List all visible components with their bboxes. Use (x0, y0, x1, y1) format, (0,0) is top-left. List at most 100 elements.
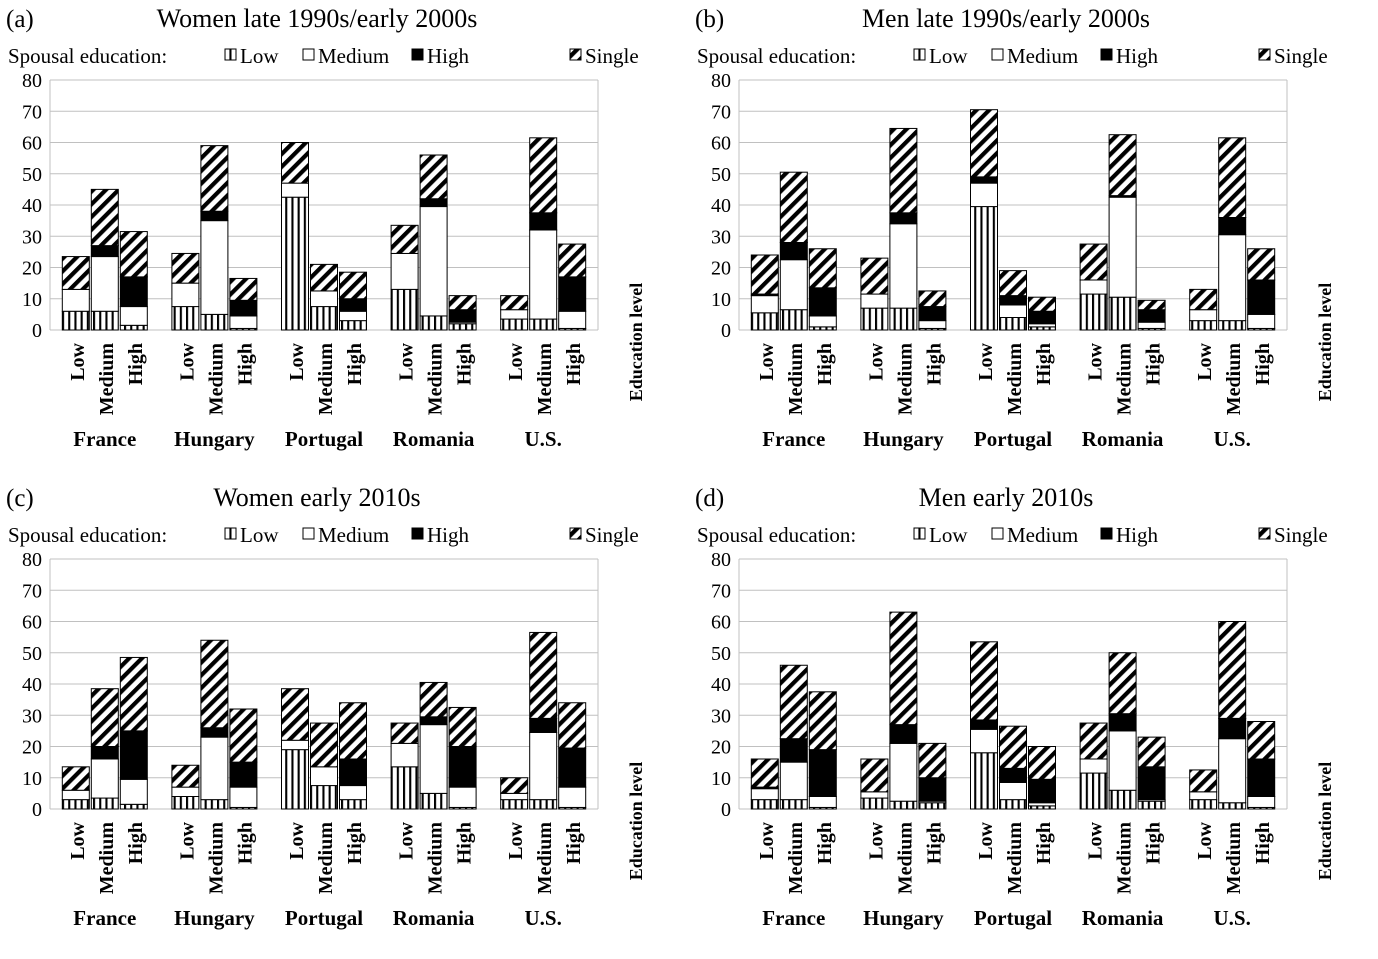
chart-title: Men early 2010s (919, 483, 1094, 512)
legend-label-low: Low (929, 44, 968, 68)
education-level-label: High (1252, 343, 1274, 385)
bar-segment-high (1108, 713, 1137, 732)
country-label: U.S. (525, 906, 562, 930)
bar-segment-high (1218, 717, 1247, 740)
y-tick-label: 50 (711, 164, 731, 186)
panel-letter: (a) (6, 6, 34, 33)
bar-segment-medium (119, 306, 148, 326)
bar-segment-single (390, 224, 419, 254)
country-label: Romania (393, 906, 475, 930)
bar-segment-high (558, 276, 587, 312)
legend-label-high: High (427, 523, 470, 547)
bar-segment-single (970, 109, 998, 178)
country-label: Portugal (974, 427, 1052, 451)
education-level-label: Low (286, 342, 308, 380)
bar-segment-medium (119, 778, 148, 805)
country-label: Hungary (174, 906, 255, 930)
legend-label-medium: Medium (1007, 523, 1078, 547)
bar-segment-medium (500, 792, 529, 801)
bar-segment-high (1218, 217, 1247, 236)
chart-title: Men late 1990s/early 2000s (862, 4, 1150, 33)
legend-swatch-single (569, 48, 582, 61)
education-level-label: High (234, 822, 256, 864)
legend-label-medium: Medium (318, 523, 389, 547)
bar-segment-low (171, 306, 200, 331)
y-axis: 0 10 20 30 40 50 60 70 80 (22, 70, 599, 342)
country-label: Romania (1082, 427, 1164, 451)
bar-segment-single (558, 702, 587, 749)
bar-segment-single (529, 631, 558, 719)
bar-segment-medium (90, 758, 119, 799)
y-tick-label: 10 (711, 289, 731, 311)
bar-segment-medium (281, 182, 309, 198)
bar-segment-medium (529, 229, 558, 320)
y-tick-label: 30 (22, 226, 42, 248)
education-level-label: High (563, 822, 585, 864)
legend-label-high: High (1116, 523, 1159, 547)
y-tick-label: 80 (22, 70, 42, 92)
y-tick-label: 60 (22, 612, 42, 634)
bar-segment-single (200, 639, 229, 729)
bar-segment-low (281, 196, 309, 331)
bar-segment-medium (918, 320, 947, 329)
bar-segment-high (779, 242, 808, 261)
y-tick-label: 70 (22, 101, 42, 123)
bar-segment-high (119, 730, 148, 780)
education-level-label: Low (505, 342, 527, 380)
bar-segment-low (419, 315, 448, 331)
bar-segment-low (500, 799, 529, 810)
bar-segment-high (529, 717, 558, 733)
bar-segment-high (970, 176, 998, 184)
bar-segment-low (1079, 293, 1108, 331)
bar-segment-medium (200, 736, 229, 801)
bar-segment-low (970, 206, 998, 331)
y-tick-label: 40 (711, 195, 731, 217)
education-level-label: High (454, 822, 476, 864)
education-level-label: Medium (785, 343, 807, 416)
education-level-label: Low (975, 821, 997, 859)
bar-segment-high (90, 245, 119, 258)
bar-segment-high (200, 727, 229, 738)
bar-segment-medium (1079, 279, 1108, 295)
y-tick-label: 70 (711, 101, 731, 123)
bar-segment-low (750, 312, 779, 331)
bar-segment-high (229, 299, 258, 317)
education-level-label: Low (505, 821, 527, 859)
bar-segment-high (999, 767, 1027, 783)
bar-segment-single (1079, 243, 1108, 281)
legend-swatch-high (411, 48, 424, 61)
education-level-label: Low (67, 821, 89, 859)
bar-segment-medium (889, 223, 918, 309)
bar-segment-high (200, 210, 229, 222)
bar-segment-single (918, 290, 947, 308)
country-label: Portugal (974, 906, 1052, 930)
bar-segment-medium (229, 315, 258, 329)
bar-segment-low (529, 799, 558, 810)
bar-segment-single (90, 188, 119, 247)
country-label: France (762, 906, 825, 930)
bar-segment-high (448, 746, 477, 788)
bar-segment-single (779, 171, 808, 243)
bar-segment-single (808, 691, 837, 751)
education-level-label: High (814, 343, 836, 385)
bar-segment-low (779, 309, 808, 331)
y-tick-label: 30 (711, 226, 731, 248)
y-tick-label: 80 (711, 549, 731, 571)
legend-swatch-low (224, 48, 237, 61)
y-tick-label: 70 (711, 580, 731, 602)
bar-segment-medium (339, 785, 367, 801)
bar-segment-single (229, 277, 258, 301)
education-level-label: Medium (425, 343, 447, 416)
bar-segment-single (390, 722, 419, 744)
bar-segment-single (1028, 296, 1056, 312)
y-tick-label: 30 (22, 705, 42, 727)
bar-segment-high (1028, 310, 1056, 325)
education-level-label: Medium (1004, 822, 1026, 895)
bar-segment-medium (779, 761, 808, 801)
bar-segment-medium (419, 724, 448, 794)
y-tick-label: 0 (721, 320, 731, 342)
bar-segment-single (558, 243, 587, 278)
bar-segment-low (889, 800, 918, 810)
bar-segment-low (200, 799, 229, 810)
bar-segment-single (419, 681, 448, 718)
